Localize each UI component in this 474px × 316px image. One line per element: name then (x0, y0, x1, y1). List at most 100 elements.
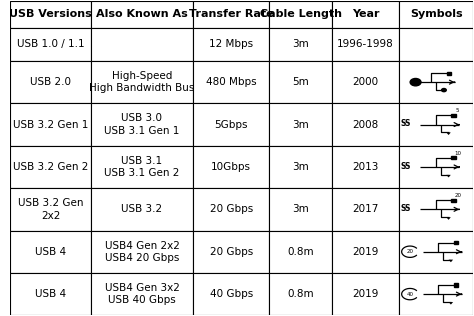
Bar (10, 146, 91, 188)
Bar (269, 273, 332, 315)
Bar (10, 273, 91, 315)
Text: 480 Mbps: 480 Mbps (206, 77, 256, 87)
Bar (193, 103, 269, 146)
Bar (332, 273, 399, 315)
Text: 2017: 2017 (352, 204, 379, 214)
Bar (10, 188, 91, 231)
Bar (399, 103, 474, 146)
Text: Cable Length: Cable Length (260, 9, 342, 19)
Text: 20: 20 (454, 193, 461, 198)
Text: Year: Year (352, 9, 379, 19)
Bar (10, 231, 91, 273)
Text: 10: 10 (454, 151, 461, 156)
Bar (332, 188, 399, 231)
Bar (10, 28, 91, 61)
Bar (193, 61, 269, 103)
Text: Transfer Rate: Transfer Rate (189, 9, 273, 19)
Text: USB Versions: USB Versions (9, 9, 92, 19)
Circle shape (442, 88, 446, 92)
Polygon shape (448, 260, 453, 262)
Text: SS: SS (400, 119, 410, 129)
Bar (91, 273, 193, 315)
Bar (332, 61, 399, 103)
Text: 5m: 5m (292, 77, 309, 87)
Text: 3m: 3m (292, 204, 309, 214)
Text: 40: 40 (407, 292, 413, 297)
Bar (269, 231, 332, 273)
Bar (332, 1, 399, 28)
Text: USB 3.2 Gen 2: USB 3.2 Gen 2 (13, 162, 88, 172)
Bar (451, 199, 456, 202)
Text: 10Gbps: 10Gbps (211, 162, 251, 172)
Bar (451, 114, 456, 117)
Text: USB 3.0
USB 3.1 Gen 1: USB 3.0 USB 3.1 Gen 1 (104, 113, 180, 136)
Bar (193, 273, 269, 315)
Bar (332, 146, 399, 188)
Bar (269, 103, 332, 146)
Bar (10, 103, 91, 146)
Polygon shape (447, 175, 451, 177)
Bar (193, 146, 269, 188)
Bar (332, 231, 399, 273)
Bar (451, 156, 456, 160)
Text: USB4 Gen 3x2
USB 40 Gbps: USB4 Gen 3x2 USB 40 Gbps (105, 283, 180, 305)
Bar (269, 28, 332, 61)
Bar (193, 231, 269, 273)
Text: SS: SS (400, 204, 410, 213)
Text: 0.8m: 0.8m (287, 247, 314, 257)
Text: 2019: 2019 (352, 289, 379, 299)
Text: 2019: 2019 (352, 247, 379, 257)
Bar (332, 28, 399, 61)
Text: USB 2.0: USB 2.0 (30, 77, 71, 87)
Bar (269, 188, 332, 231)
Polygon shape (448, 302, 453, 305)
Text: 2008: 2008 (353, 119, 379, 130)
Circle shape (410, 78, 421, 86)
Text: 3m: 3m (292, 162, 309, 172)
Text: USB 4: USB 4 (35, 247, 66, 257)
Bar (269, 1, 332, 28)
Text: 3m: 3m (292, 119, 309, 130)
Text: 20 Gbps: 20 Gbps (210, 247, 253, 257)
Bar (10, 61, 91, 103)
Bar (447, 71, 451, 75)
Bar (399, 61, 474, 103)
Text: USB 3.2 Gen 1: USB 3.2 Gen 1 (13, 119, 88, 130)
Bar (91, 28, 193, 61)
Text: 2013: 2013 (352, 162, 379, 172)
Bar (399, 188, 474, 231)
Text: USB 3.2: USB 3.2 (121, 204, 163, 214)
Bar (10, 1, 91, 28)
Bar (91, 231, 193, 273)
Bar (399, 28, 474, 61)
Bar (269, 61, 332, 103)
Text: High-Speed
High Bandwidth Bus: High-Speed High Bandwidth Bus (89, 71, 195, 93)
Bar (332, 103, 399, 146)
Text: SS: SS (400, 162, 410, 171)
Bar (399, 273, 474, 315)
Text: Also Known As: Also Known As (96, 9, 188, 19)
Text: 0.8m: 0.8m (287, 289, 314, 299)
Text: 2000: 2000 (353, 77, 379, 87)
Text: 12 Mbps: 12 Mbps (209, 40, 253, 49)
Text: 40 Gbps: 40 Gbps (210, 289, 253, 299)
Text: 5: 5 (456, 108, 459, 113)
Bar (91, 1, 193, 28)
Text: 3m: 3m (292, 40, 309, 49)
Bar (91, 188, 193, 231)
Text: Symbols: Symbols (410, 9, 463, 19)
Text: 20: 20 (407, 249, 413, 254)
Bar (399, 1, 474, 28)
Text: USB 3.1
USB 3.1 Gen 2: USB 3.1 USB 3.1 Gen 2 (104, 156, 180, 178)
Bar (454, 241, 458, 244)
Bar (91, 103, 193, 146)
Bar (193, 1, 269, 28)
Text: 20 Gbps: 20 Gbps (210, 204, 253, 214)
Text: USB4 Gen 2x2
USB4 20 Gbps: USB4 Gen 2x2 USB4 20 Gbps (105, 240, 180, 263)
Bar (399, 146, 474, 188)
Bar (193, 28, 269, 61)
Polygon shape (447, 132, 451, 135)
Text: USB 3.2 Gen
2x2: USB 3.2 Gen 2x2 (18, 198, 83, 221)
Polygon shape (447, 217, 451, 220)
Text: USB 4: USB 4 (35, 289, 66, 299)
